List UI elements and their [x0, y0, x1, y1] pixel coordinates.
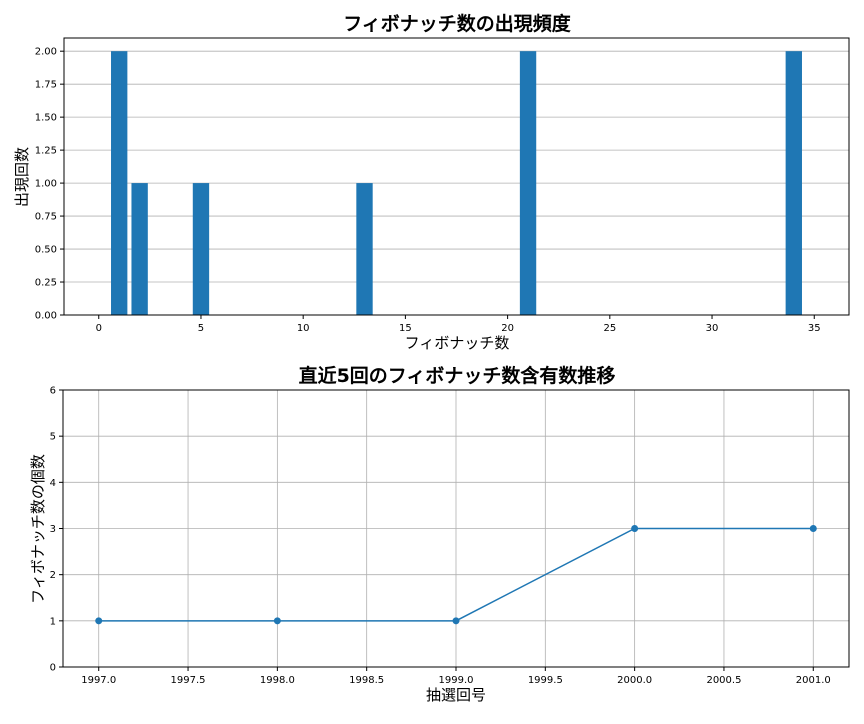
chart2-xlabel: 抽選回号: [426, 686, 486, 704]
bar: [131, 183, 148, 315]
y-tick-label: 5: [50, 432, 56, 443]
data-point: [95, 617, 103, 625]
x-tick-label: 2000.5: [706, 675, 741, 686]
y-tick-label: 2.00: [35, 47, 57, 58]
chart2-title: 直近5回のフィボナッチ数含有数推移: [299, 364, 616, 387]
bar: [356, 183, 373, 315]
x-tick-label: 2001.0: [796, 675, 831, 686]
data-point: [452, 617, 460, 625]
chart1-ylabel: 出現回数: [13, 147, 31, 207]
chart1-xlabel: フィボナッチ数: [405, 334, 510, 352]
bar: [111, 51, 128, 315]
y-tick-label: 3: [50, 524, 56, 535]
y-tick-label: 1.25: [35, 146, 57, 157]
x-tick-label: 1998.0: [260, 675, 295, 686]
plot-frame: [62, 389, 850, 668]
x-tick-label: 1997.5: [171, 675, 206, 686]
x-tick-label: 1999.0: [439, 675, 474, 686]
data-point: [809, 525, 817, 532]
y-tick-label: 0.50: [35, 245, 57, 256]
bar: [192, 183, 210, 315]
chart1-title: フィボナッチ数の出現頻度: [343, 12, 572, 35]
plot-frame: [63, 37, 850, 316]
x-tick-label: 2000.0: [617, 675, 652, 686]
data-point: [273, 617, 281, 625]
y-tick-label: 2: [50, 570, 56, 581]
y-tick-label: 1.50: [35, 113, 57, 124]
data-point: [631, 525, 639, 532]
x-tick-label: 1998.5: [349, 675, 384, 686]
x-tick-label: 30: [706, 323, 719, 334]
y-tick-label: 1.75: [35, 80, 57, 91]
y-tick-label: 1.00: [35, 179, 57, 190]
x-tick-label: 25: [603, 323, 616, 334]
y-tick-label: 6: [50, 386, 56, 397]
y-tick-label: 0.75: [35, 212, 57, 223]
bar: [519, 51, 537, 315]
bar: [785, 51, 802, 315]
x-tick-label: 10: [297, 323, 310, 334]
x-tick-label: 15: [399, 323, 412, 334]
y-tick-label: 0.25: [35, 278, 57, 289]
x-tick-label: 1997.0: [81, 675, 116, 686]
x-tick-label: 0: [96, 323, 102, 334]
bar-chart-plot: 0.00 0.25 0.50 0.75 1.00 1.25 1.50 1.75 2.00 0 5 10…: [35, 37, 850, 334]
x-tick-label: 20: [501, 323, 514, 334]
x-tick-label: 5: [198, 323, 204, 334]
y-tick-label: 0: [50, 663, 56, 674]
line-chart-plot: 1997.0 1997.5 1998.0 1998.5 1999.0 1999.5 2000…: [50, 386, 850, 686]
x-tick-label: 35: [808, 323, 821, 334]
chart2-ylabel: フィボナッチ数の個数: [29, 454, 47, 604]
y-tick-label: 0.00: [35, 311, 57, 322]
y-tick-label: 1: [50, 616, 56, 627]
y-tick-label: 4: [50, 478, 56, 489]
x-tick-label: 1999.5: [528, 675, 563, 686]
